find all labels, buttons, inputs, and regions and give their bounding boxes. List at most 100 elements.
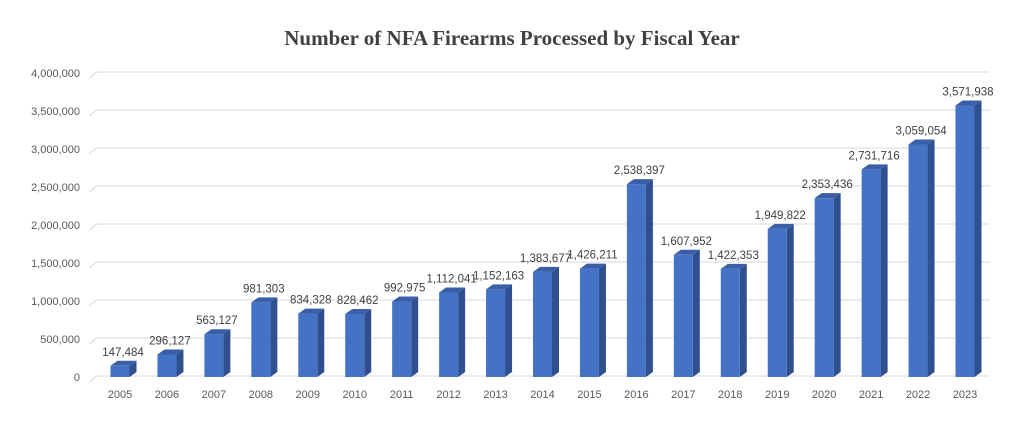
- bar-side: [974, 100, 982, 377]
- bar-top: [908, 139, 935, 145]
- data-label: 296,127: [149, 335, 191, 347]
- bar-side: [692, 249, 700, 377]
- data-label: 1,383,677: [520, 253, 571, 265]
- data-label: 1,949,822: [755, 210, 806, 222]
- bar-side: [598, 263, 606, 377]
- x-tick-label: 2012: [436, 389, 460, 401]
- bar-top: [720, 263, 747, 269]
- data-label: 1,426,211: [567, 250, 617, 262]
- bar: [533, 271, 552, 377]
- bar: [439, 292, 459, 377]
- bar-side: [364, 309, 372, 377]
- bar-top: [533, 266, 559, 272]
- bar-top: [345, 309, 372, 315]
- x-tick-label: 2018: [718, 389, 742, 401]
- data-label: 834,328: [290, 295, 332, 307]
- bar: [767, 228, 787, 377]
- bar-top: [673, 249, 700, 255]
- y-tick-label: 500,000: [40, 334, 80, 346]
- x-tick-label: 2016: [624, 389, 648, 401]
- x-tick-label: 2021: [859, 389, 883, 401]
- gridline: [88, 109, 990, 117]
- x-tick-label: 2005: [108, 389, 132, 401]
- bar-top: [626, 179, 653, 185]
- bar: [157, 354, 177, 377]
- y-tick-label: 3,500,000: [31, 106, 80, 118]
- bar-top: [579, 263, 606, 269]
- bar: [345, 314, 365, 377]
- bar-side: [317, 308, 325, 377]
- x-tick-label: 2011: [390, 389, 414, 401]
- bar: [579, 268, 599, 377]
- y-tick-label: 4,000,000: [31, 68, 80, 80]
- gridline: [88, 223, 990, 231]
- x-tick-label: 2010: [342, 389, 366, 401]
- bar-side: [645, 179, 653, 377]
- y-tick-label: 1,000,000: [31, 296, 80, 308]
- x-tick-label: 2017: [671, 389, 695, 401]
- bar-top: [110, 360, 137, 366]
- bar-top: [298, 308, 325, 314]
- data-label: 2,538,397: [614, 165, 665, 177]
- bar-top: [955, 100, 982, 106]
- data-label: 2,731,716: [849, 150, 900, 162]
- bar-side: [270, 297, 278, 377]
- bar-side: [176, 349, 184, 377]
- bar-side: [223, 329, 231, 377]
- bar: [861, 169, 881, 377]
- data-label: 1,422,353: [708, 250, 759, 262]
- bar-top: [814, 193, 841, 199]
- bar-side: [880, 164, 888, 377]
- bar: [955, 105, 975, 377]
- bar-side: [739, 263, 747, 377]
- bar-side: [458, 287, 466, 377]
- bar-side: [786, 223, 794, 377]
- bar-top: [392, 296, 419, 302]
- x-tick-label: 2008: [249, 389, 273, 401]
- x-tick-label: 2023: [953, 389, 977, 401]
- bar: [298, 313, 318, 377]
- bar-top: [861, 164, 888, 170]
- gridline: [88, 185, 990, 193]
- bar-top: [204, 329, 231, 335]
- bar: [251, 302, 271, 377]
- gridline: [88, 71, 990, 79]
- bar: [110, 365, 130, 377]
- data-label: 1,112,041: [426, 273, 476, 285]
- x-tick-label: 2013: [483, 389, 507, 401]
- x-tick-label: 2007: [202, 389, 226, 401]
- data-label: 3,059,054: [895, 126, 947, 138]
- y-tick-label: 1,500,000: [31, 258, 80, 270]
- y-tick-label: 0: [74, 372, 80, 384]
- data-label: 147,484: [102, 347, 144, 359]
- gridline: [88, 147, 990, 155]
- bar-top: [439, 287, 466, 293]
- bar: [673, 254, 693, 377]
- bar-side: [129, 360, 137, 377]
- bar: [908, 144, 928, 377]
- x-tick-label: 2020: [812, 389, 836, 401]
- bar: [392, 301, 412, 377]
- bar-side: [505, 284, 513, 377]
- x-tick-label: 2014: [530, 389, 554, 401]
- bar: [486, 289, 506, 377]
- x-tick-label: 2019: [765, 389, 789, 401]
- data-label: 1,607,952: [661, 236, 712, 248]
- bar-top: [767, 223, 794, 229]
- x-tick-label: 2022: [906, 389, 930, 401]
- bar-side: [552, 266, 559, 377]
- data-label: 981,303: [243, 283, 285, 295]
- data-label: 3,571,938: [942, 87, 993, 99]
- bar: [814, 198, 834, 377]
- x-tick-label: 2006: [155, 389, 179, 401]
- bar: [204, 334, 224, 377]
- bar: [720, 268, 740, 377]
- data-label: 563,127: [196, 315, 238, 327]
- bar-side: [411, 296, 419, 377]
- x-tick-label: 2009: [296, 389, 320, 401]
- bar-side: [927, 139, 935, 377]
- y-tick-label: 2,500,000: [31, 182, 80, 194]
- bar-top: [486, 284, 513, 290]
